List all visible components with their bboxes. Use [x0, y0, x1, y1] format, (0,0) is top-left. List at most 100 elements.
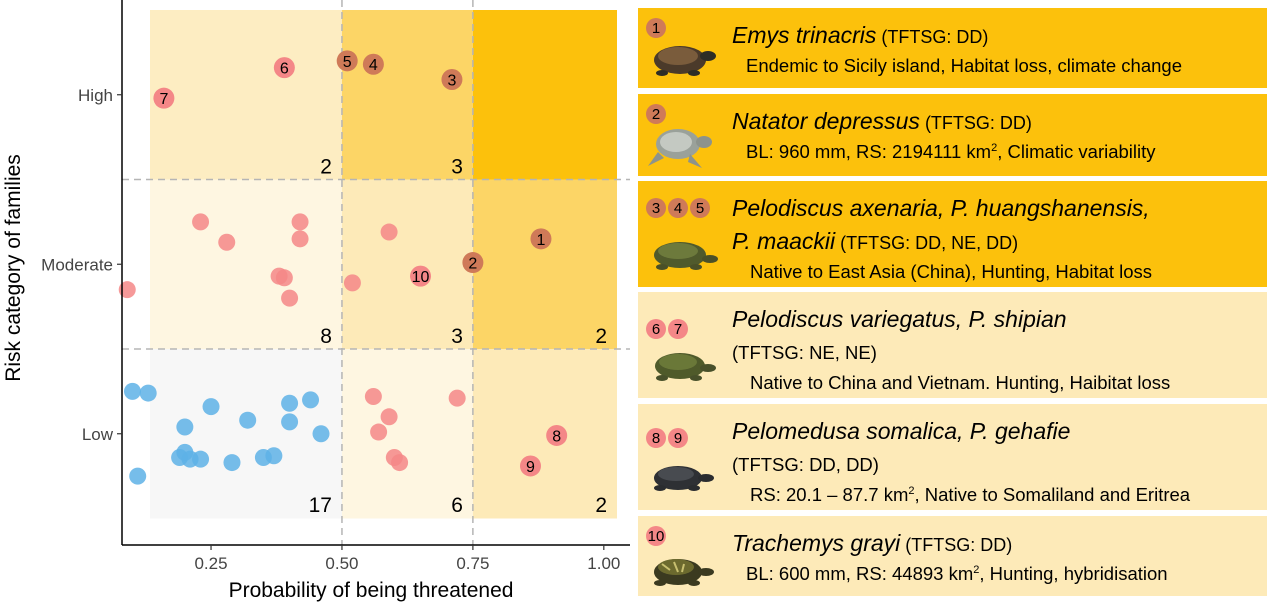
point-badge: 6 [646, 319, 666, 339]
panel-badges: 2 [646, 104, 666, 124]
superscript: 2 [991, 141, 998, 154]
data-point [380, 408, 398, 426]
superscript: 2 [908, 484, 915, 497]
species-name: Pelomedusa somalica, P. gehafie [732, 418, 1071, 444]
data-point [291, 213, 309, 231]
species-name: Natator depressus [732, 108, 920, 134]
cell-count: 6 [451, 494, 463, 517]
point-badge: 10 [646, 526, 666, 546]
species-description: Native to China and Vietnam. Hunting, Ha… [750, 372, 1171, 393]
species-panel-5: 8 9 Pelomedusa somalica, P. gehafie (TFT… [638, 404, 1267, 510]
labeled-point [441, 68, 463, 90]
cell-count: 17 [309, 494, 332, 517]
point-label: 10 [412, 269, 430, 286]
tftsg-status: (TFTSG: DD) [919, 113, 1032, 133]
point-label: 7 [159, 91, 168, 108]
panel-badges: 3 4 5 [646, 198, 710, 218]
labeled-point [336, 50, 358, 72]
data-point [291, 230, 309, 248]
data-point [139, 384, 157, 402]
data-point [343, 274, 361, 292]
species-description-tail: , Native to Somaliland and Eritrea [914, 484, 1191, 505]
cell-count: 3 [451, 156, 463, 179]
point-label: 5 [343, 54, 352, 71]
species-description-tail: , Hunting, hybridisation [979, 563, 1168, 584]
labeled-point [153, 87, 175, 109]
data-point [281, 289, 299, 307]
y-tick-label: Moderate [41, 255, 113, 274]
panel-badges: 6 7 [646, 319, 688, 339]
x-tick-label: 0.50 [325, 554, 358, 573]
data-point [223, 454, 241, 472]
data-point [218, 233, 236, 251]
cell-count: 3 [451, 325, 463, 348]
risk-cell [150, 179, 342, 349]
point-badge: 9 [668, 428, 688, 448]
species-description-tail: , Climatic variability [997, 141, 1156, 162]
risk-cells [150, 10, 617, 519]
x-tick-label: 0.25 [194, 554, 227, 573]
x-tick-label: 0.75 [456, 554, 489, 573]
point-badge: 7 [668, 319, 688, 339]
risk-cell [472, 10, 617, 180]
labeled-point [519, 455, 541, 477]
data-point [192, 450, 210, 468]
labeled-point [362, 53, 384, 75]
point-label: 9 [526, 459, 535, 476]
species-name: Emys trinacris [732, 22, 877, 48]
turtle-icon [654, 46, 716, 76]
data-point [192, 213, 210, 231]
point-badge: 1 [646, 18, 666, 38]
species-description: Endemic to Sicily island, Habitat loss, … [746, 55, 1182, 76]
data-point [118, 281, 136, 299]
x-tick-label: 1.00 [587, 554, 620, 573]
data-point [380, 223, 398, 241]
cell-count: 8 [320, 325, 332, 348]
tftsg-status: (TFTSG: NE, NE) [732, 342, 877, 363]
point-badge: 4 [668, 198, 688, 218]
species-description: Native to East Asia (China), Hunting, Ha… [750, 261, 1153, 282]
species-description: RS: 20.1 – 87.7 km [750, 484, 909, 505]
point-badge: 8 [646, 428, 666, 448]
risk-cell [341, 10, 473, 180]
cell-count: 2 [595, 325, 607, 348]
data-point [275, 269, 293, 287]
data-point [370, 423, 388, 441]
species-name: Trachemys grayi [732, 530, 901, 556]
species-panel-3: 3 4 5 Pelodiscus axenaria, P. huangshane… [638, 181, 1267, 287]
data-point [385, 448, 403, 466]
y-axis-label: Risk category of families [2, 154, 25, 382]
data-point [312, 425, 330, 443]
turtle-icon [654, 559, 714, 586]
labeled-point [410, 265, 432, 287]
panel-badges: 1 [646, 18, 666, 38]
point-label: 1 [537, 232, 546, 249]
risk-cell [472, 349, 617, 519]
species-panel-6: 10 Trachemys grayi (TFTSG: DD) BL: 600 m… [638, 516, 1267, 596]
turtle-icon [655, 353, 716, 381]
turtle-icon [654, 466, 714, 491]
data-point [448, 389, 466, 407]
species-description: BL: 600 mm, RS: 44893 km [746, 563, 974, 584]
species-panel-1: 1 Emys trinacris (TFTSG: DD) Endemic to … [638, 8, 1267, 88]
superscript: 2 [973, 563, 980, 576]
point-label: 4 [369, 57, 378, 74]
point-label: 8 [552, 428, 561, 445]
data-point [364, 387, 382, 405]
y-tick-label: High [78, 86, 113, 105]
tftsg-status: (TFTSG: DD) [900, 535, 1013, 555]
panel-badges: 10 [646, 526, 666, 546]
species-name: Pelodiscus axenaria, P. huangshanensis, [732, 195, 1150, 221]
point-badge: 3 [646, 198, 666, 218]
cell-count: 2 [595, 494, 607, 517]
data-point [239, 411, 257, 429]
species-name: Pelodiscus variegatus, P. shipian [732, 306, 1067, 332]
point-label: 3 [447, 72, 456, 89]
panel-badges: 8 9 [646, 428, 688, 448]
labeled-point [530, 228, 552, 250]
data-point [129, 467, 147, 485]
tftsg-status: (TFTSG: DD, NE, DD) [835, 233, 1019, 253]
data-point [176, 418, 194, 436]
grid-lines [122, 0, 630, 545]
